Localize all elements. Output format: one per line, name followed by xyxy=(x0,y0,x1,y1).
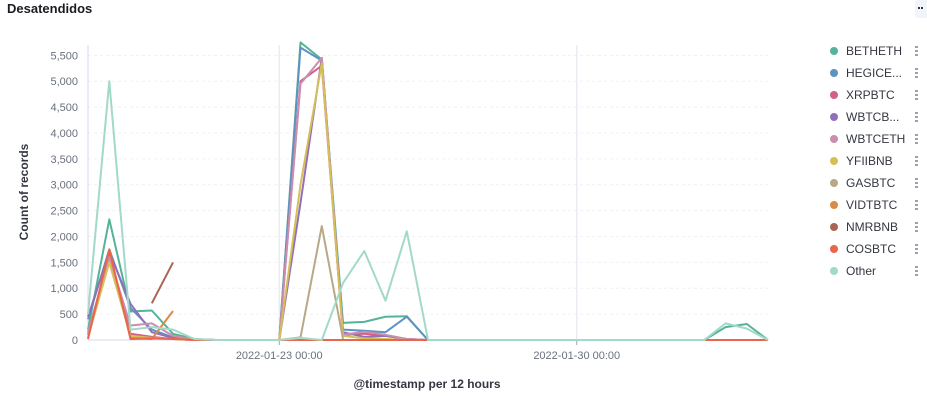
legend-item[interactable]: YFIIBNB xyxy=(830,150,925,172)
series-line-cosbtc[interactable] xyxy=(87,248,768,341)
series-line-wbtcb[interactable] xyxy=(87,56,768,341)
y-axis-label: Count of records xyxy=(17,143,31,240)
y-tick-label: 4,000 xyxy=(50,128,78,140)
legend-label: BETHETH xyxy=(846,44,903,58)
y-tick-label: 5,500 xyxy=(50,50,78,62)
legend-item[interactable]: NMRBNB xyxy=(830,216,925,238)
y-tick-label: 0 xyxy=(72,335,78,347)
series-line-nmrbnb[interactable] xyxy=(150,261,174,304)
legend-options-icon[interactable] xyxy=(915,46,918,56)
y-tick-label: 3,000 xyxy=(50,180,78,192)
legend-options-icon[interactable] xyxy=(915,156,918,166)
chart-series xyxy=(87,41,769,341)
legend-swatch xyxy=(830,69,838,77)
legend-swatch xyxy=(830,223,838,231)
legend-item[interactable]: BETHETH xyxy=(830,40,925,62)
y-tick-label: 1,000 xyxy=(50,283,78,295)
legend-label: COSBTC xyxy=(846,242,897,256)
legend-swatch xyxy=(830,91,838,99)
legend-label: XRPBTC xyxy=(846,88,895,102)
legend-item[interactable]: WBTCB... xyxy=(830,106,925,128)
y-tick-label: 5,000 xyxy=(50,76,78,88)
y-tick-label: 500 xyxy=(60,309,78,321)
legend-options-icon[interactable] xyxy=(915,244,918,254)
legend-swatch xyxy=(830,157,838,165)
series-line-betheth[interactable] xyxy=(87,41,769,341)
y-axis: 0 500 1,000 1,500 2,000 2,500 3,000 3,500 4,000 4… xyxy=(50,45,89,347)
panel-title: Desatendidos xyxy=(7,1,93,16)
series-line-other[interactable] xyxy=(87,80,769,341)
series-line-hegice[interactable] xyxy=(87,46,768,341)
x-axis-label: @timestamp per 12 hours xyxy=(353,377,500,391)
legend-label: WBTCB... xyxy=(846,110,900,124)
legend-swatch xyxy=(830,135,838,143)
legend-item[interactable]: Other xyxy=(830,260,925,282)
legend-options-icon[interactable] xyxy=(915,266,918,276)
legend-item[interactable]: COSBTC xyxy=(830,238,925,260)
y-tick-label: 1,500 xyxy=(50,257,78,269)
legend-label: Other xyxy=(846,264,877,278)
legend-swatch xyxy=(830,179,838,187)
y-tick-label: 3,500 xyxy=(50,154,78,166)
legend-options-icon[interactable] xyxy=(915,200,918,210)
legend-swatch xyxy=(830,113,838,121)
options-icon xyxy=(918,7,920,9)
x-tick-label: 2022-01-23 00:00 xyxy=(236,350,323,362)
series-line-yfiibnb[interactable] xyxy=(87,62,768,341)
legend-label: NMRBNB xyxy=(846,220,899,234)
legend-options-icon[interactable] xyxy=(915,90,918,100)
legend-label: WBTCETH xyxy=(846,132,906,146)
x-axis: 2022-01-23 00:00 2022-01-30 00:00 xyxy=(88,339,768,362)
chart-legend: BETHETH HEGICE... XRPBTC WBTCB... WBTCETH YFI… xyxy=(830,40,925,282)
legend-item[interactable]: WBTCETH xyxy=(830,128,925,150)
legend-item[interactable]: VIDTBTC xyxy=(830,194,925,216)
y-tick-label: 2,000 xyxy=(50,231,78,243)
series-line-wbtceth[interactable] xyxy=(87,56,768,341)
legend-options-icon[interactable] xyxy=(915,112,918,122)
legend-swatch xyxy=(830,267,838,275)
legend-item[interactable]: XRPBTC xyxy=(830,84,925,106)
legend-label: HEGICE... xyxy=(846,66,903,80)
legend-item[interactable]: HEGICE... xyxy=(830,62,925,84)
y-tick-label: 4,500 xyxy=(50,102,78,114)
legend-options-icon[interactable] xyxy=(915,178,918,188)
legend-swatch xyxy=(830,201,838,209)
legend-options-icon[interactable] xyxy=(915,222,918,232)
legend-item[interactable]: GASBTC xyxy=(830,172,925,194)
legend-label: GASBTC xyxy=(846,176,896,190)
x-tick-label: 2022-01-30 00:00 xyxy=(533,350,620,362)
legend-options-icon[interactable] xyxy=(915,134,918,144)
legend-label: VIDTBTC xyxy=(846,198,898,212)
legend-swatch xyxy=(830,245,838,253)
y-tick-label: 2,500 xyxy=(50,206,78,218)
legend-label: YFIIBNB xyxy=(846,154,893,168)
chart-grid xyxy=(88,45,768,341)
panel-options-button[interactable] xyxy=(915,0,927,18)
legend-options-icon[interactable] xyxy=(915,68,918,78)
legend-swatch xyxy=(830,47,838,55)
